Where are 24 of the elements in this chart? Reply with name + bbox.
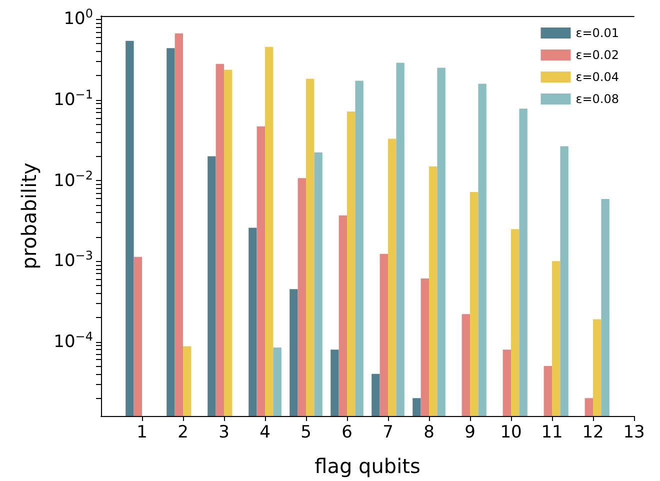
x-tick-label: 1 (136, 422, 148, 442)
y-tick-label: 10$^{−2}$ (54, 168, 93, 192)
x-tick-label: 2 (178, 422, 188, 442)
x-axis-title: flag qubits (314, 454, 420, 478)
x-tick-label: 6 (342, 422, 352, 442)
x-tick-label: 12 (582, 422, 604, 442)
y-tick-label: 10$^{−3}$ (54, 248, 93, 272)
y-axis-title: probability (17, 162, 41, 270)
x-tick-label: 9 (464, 422, 476, 442)
legend-label: ε=0.01 (576, 26, 620, 40)
y-tick-label: 10$^{−4}$ (54, 329, 93, 353)
legend-label: ε=0.02 (576, 48, 620, 62)
y-tick-label: 10$^{0}$ (64, 6, 93, 30)
x-tick-label: 3 (218, 422, 230, 442)
legend-label: ε=0.04 (576, 70, 620, 84)
x-tick-label: 13 (623, 422, 645, 442)
legend-label: ε=0.08 (576, 92, 620, 106)
x-tick-label: 7 (382, 422, 394, 442)
x-tick-label: 10 (500, 422, 522, 442)
x-tick-label: 11 (541, 422, 563, 442)
x-tick-label: 8 (424, 422, 434, 442)
y-tick-label: 10$^{−1}$ (54, 87, 93, 111)
x-tick-label: 4 (260, 422, 270, 442)
x-tick-label: 5 (300, 422, 312, 442)
